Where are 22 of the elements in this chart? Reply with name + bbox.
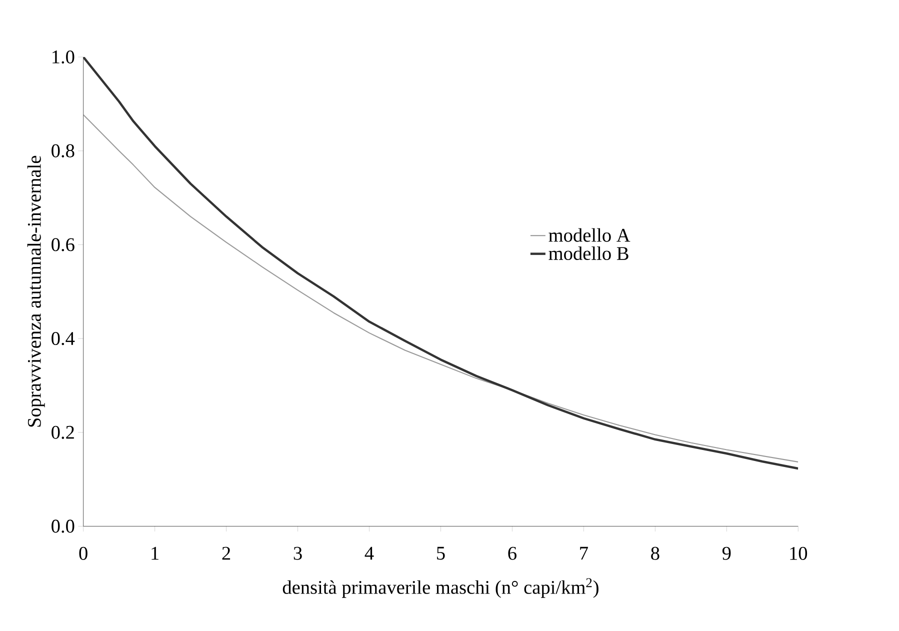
- x-tick-label: 4: [364, 546, 374, 560]
- x-tick-label: 2: [222, 546, 230, 560]
- y-tick-label: 1.0: [52, 50, 74, 64]
- x-tick-label: 3: [294, 546, 302, 560]
- x-tick-label: 9: [722, 546, 731, 560]
- legend-label: modello A: [548, 228, 630, 242]
- x-tick-label: 8: [651, 546, 660, 560]
- x-axis-title: densità primaverile maschi (n° capi/km$^{2}$): [282, 578, 598, 598]
- x-tick-label: 10: [790, 546, 808, 560]
- y-tick-label: 0.2: [52, 426, 74, 439]
- x-tick-label: 0: [79, 546, 88, 560]
- line-series: [83, 56, 798, 470]
- x-tick-label: 6: [508, 546, 516, 560]
- x-tick-label: 5: [437, 546, 445, 560]
- x-tick-label: 1: [152, 546, 158, 560]
- y-axis-title: Sopravvivenza autunnale-invernale: [27, 156, 45, 426]
- legend-label: modello B: [548, 246, 628, 260]
- y-tick-label: 0.4: [52, 332, 75, 345]
- y-tick-label: 0.0: [52, 519, 74, 533]
- x-tick-label: 7: [580, 546, 588, 560]
- y-tick-label: 0.8: [52, 144, 74, 158]
- y-tick-label: 0.6: [52, 238, 74, 252]
